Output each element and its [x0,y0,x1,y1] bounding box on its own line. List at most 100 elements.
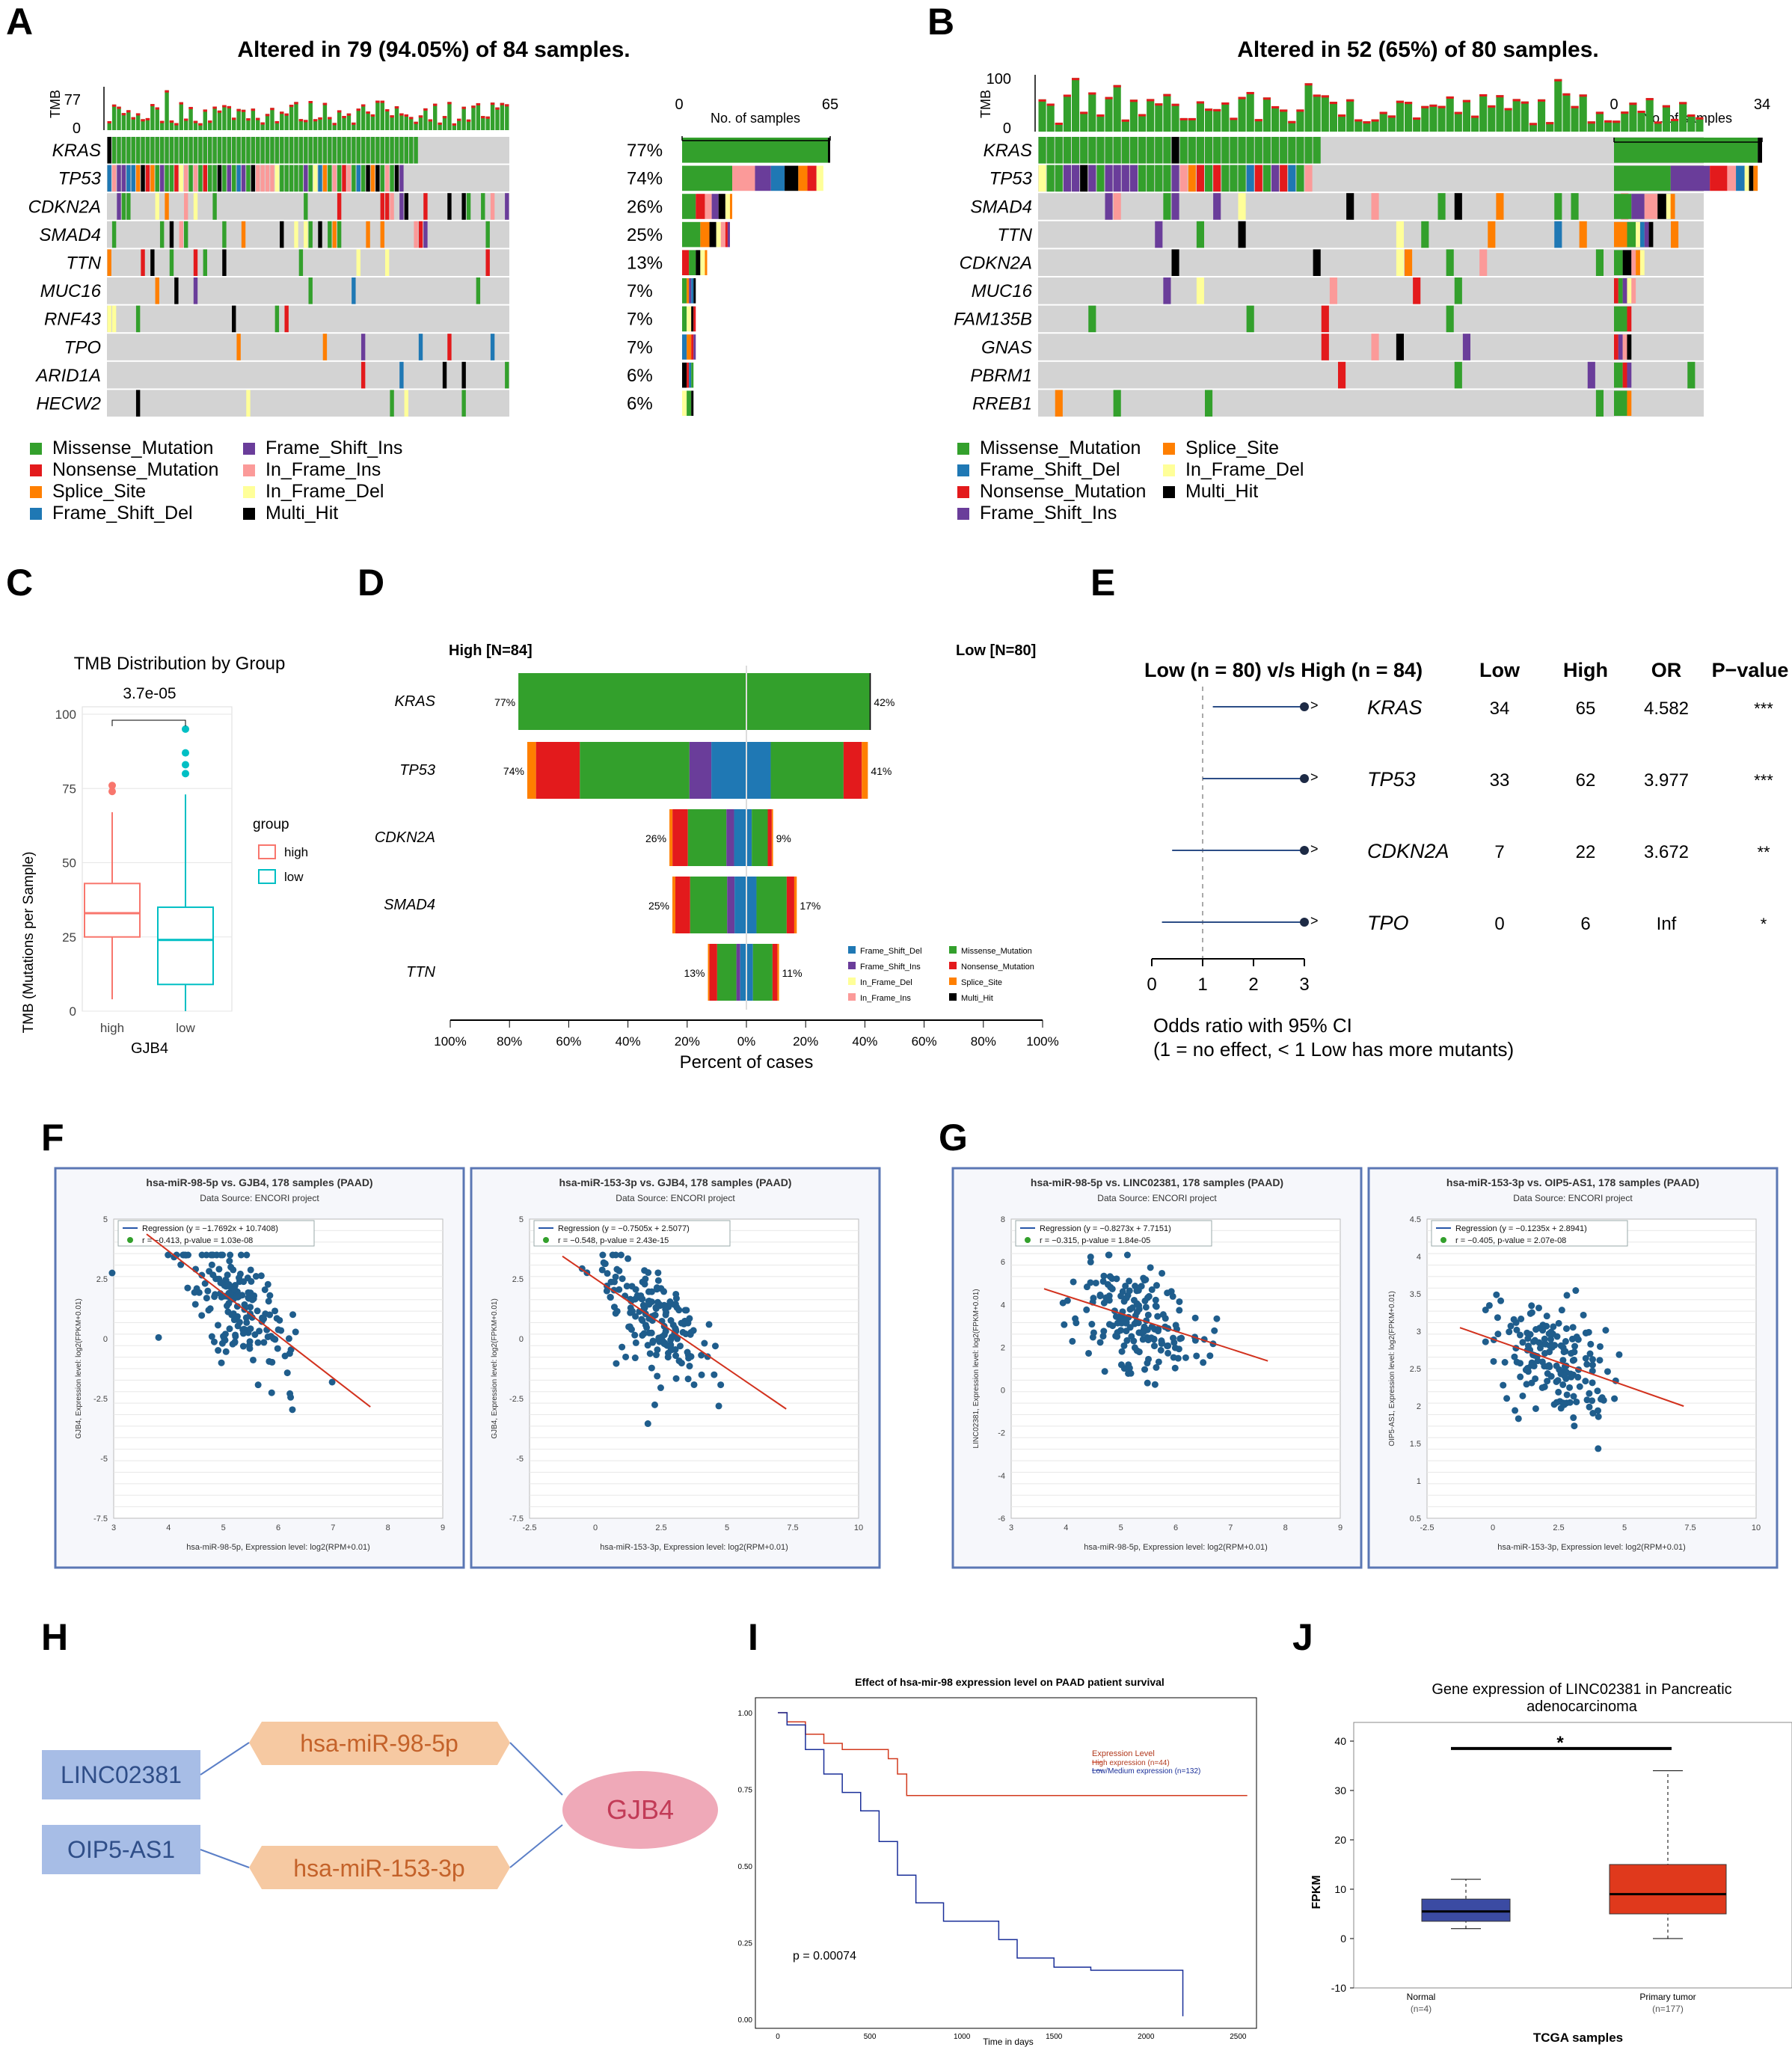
xtick-label: 7 [1228,1523,1233,1532]
sample-count-bar [693,278,696,304]
or-point [1300,702,1309,711]
arrow-mark: > [1310,770,1319,785]
xtick-label: 9 [441,1523,445,1532]
mutation-cell [384,165,390,192]
tmb-bar-top [1604,120,1613,123]
sample-count-bar [1727,165,1737,191]
tmb-bar [1504,108,1512,132]
scatter-point [1569,1357,1577,1364]
mutation-cell [346,165,352,192]
tmb-bar [1637,111,1645,132]
scatter-point [247,1325,254,1333]
sample-count-bar [1627,390,1632,416]
gene-pct-ttn: 13% [627,253,663,273]
scatter-point [1546,1348,1553,1356]
sample-count-bar [691,278,694,304]
legend-item-nonsense-mutation: Nonsense_Mutation [30,459,218,481]
scatter-point [1114,1319,1121,1327]
tmb-bar [1138,114,1147,132]
tmb-bar [366,111,370,130]
scatter-point [690,1381,698,1388]
tmb-bar-top [1504,108,1512,111]
legend-swatch [243,464,255,476]
scatter-point [108,1269,116,1277]
scatter-point [1100,1272,1108,1280]
tmb-bar [294,102,298,130]
scatter-point [1586,1350,1594,1357]
mutation-cell [485,249,490,276]
scatter-point [218,1293,225,1301]
box-outlier [182,725,189,733]
sample-count-bar [691,362,694,388]
high-bar-seg [687,809,727,866]
scatter-point [1061,1321,1068,1328]
mutation-cell [1063,137,1071,164]
forest-high: 22 [1576,842,1596,862]
tmb-bar-top [150,104,155,107]
scatter-point [1529,1362,1536,1369]
forest-high: 6 [1580,914,1590,934]
scatter-point [638,1316,645,1323]
gene-row-bg [1038,334,1704,360]
or-point [1300,846,1309,855]
scatter-point [1511,1353,1518,1360]
scatter-point [242,1314,250,1322]
scatter-point [1159,1269,1166,1277]
forest-p: *** [1754,771,1773,790]
xtick-label: 20% [675,1034,700,1049]
tmb-bar [328,117,332,130]
legend-item-nonsense-mutation: Nonsense_Mutation [957,481,1146,503]
legend-item-frame-shift-ins: Frame_Shift_Ins [243,438,402,459]
scatter-point [1101,1368,1108,1375]
scatter-point [1064,1297,1071,1304]
legend-swatch [949,993,957,1001]
legend-label: Splice_Site [961,978,1002,987]
xtick-label: 40% [616,1034,641,1049]
scatter-point [261,1286,269,1293]
tmb-bar [485,116,490,130]
mutation-cell [1163,277,1171,304]
tmb-bar [356,108,360,130]
scatter-point [245,1295,253,1302]
mutation-cell [1088,165,1096,192]
mutation-cell [332,165,337,192]
mutation-cell [414,137,418,164]
tmb-bar [1538,99,1546,132]
legend-label: Frame_Shift_Ins [860,963,921,972]
xtick-label: Primary tumor [1639,1992,1696,2002]
xtick-label: 100% [434,1034,466,1049]
sample-count-bar [732,165,755,191]
mutation-cell [232,305,236,333]
ytick-label: -5 [516,1455,524,1464]
mutation-cell [135,390,141,417]
scatter-point [673,1304,681,1311]
tmb-bar [404,114,408,130]
boxplot-c-ylabel: TMB (Mutations per Sample) [21,852,37,1034]
tmb-bar [1662,105,1670,132]
high-bar-seg [675,877,690,933]
mutation-cell [1271,137,1280,164]
mutation-cell [222,249,227,276]
boxplot-c-pval: 3.7e-05 [123,685,176,702]
sample-count-bar [682,138,828,163]
tmb-bar-top [193,120,198,123]
km-i-xlabel: Time in days [983,2037,1034,2047]
tmb-bar-top [222,105,227,108]
legend-swatch [949,978,957,985]
mutation-cell [1313,137,1321,164]
legend-item-frame-shift-del: Frame_Shift_Del [30,503,193,524]
scatter-point [1171,1344,1179,1351]
mutation-cell [260,137,265,164]
mutation-cell [208,165,212,192]
sample-count-bar [687,362,690,388]
mutation-cell [265,165,270,192]
sample-count-bar [700,250,705,275]
sample-count-bar [1657,194,1666,219]
scatter-point [612,1273,619,1280]
low-bar-seg [752,809,768,866]
mutation-cell [352,137,356,164]
tmb-bar [265,114,270,130]
mutation-cell [1179,165,1188,192]
scatter-point [212,1291,219,1298]
mutation-cell [505,361,509,389]
